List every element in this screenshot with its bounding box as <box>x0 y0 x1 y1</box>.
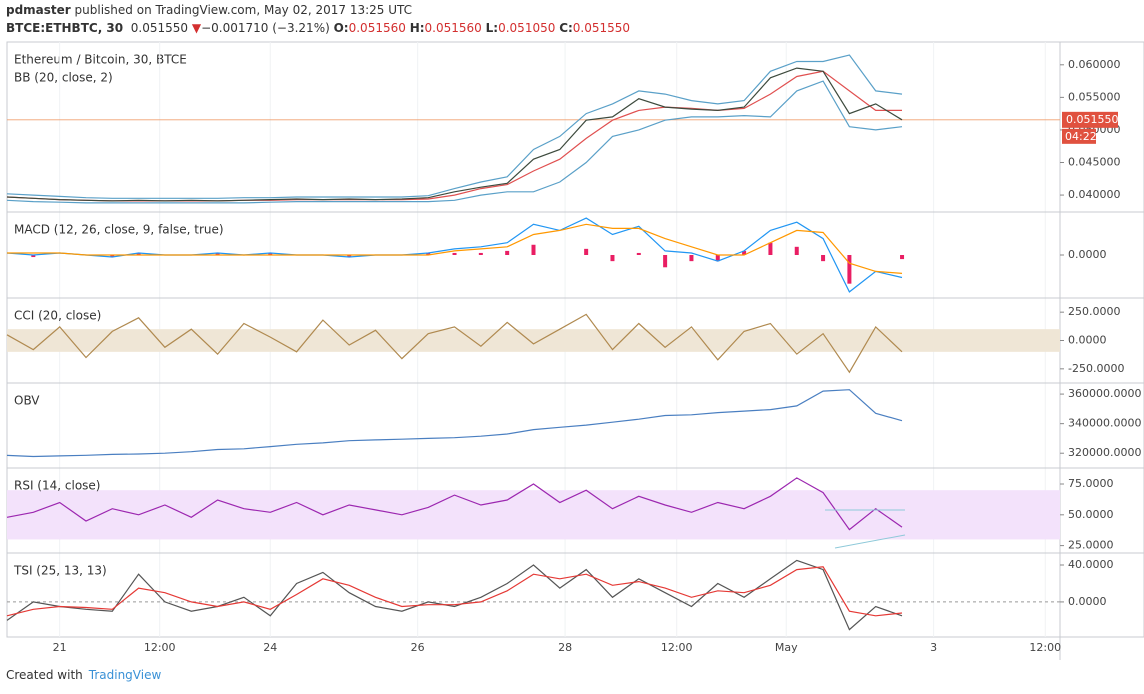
y-tick-label: 75.0000 <box>1068 477 1114 490</box>
histogram-bar <box>636 252 641 255</box>
y-tick-label: 250.0000 <box>1068 305 1121 318</box>
quote-line: BTCE:ETHBTC, 30 0.051550 ▼−0.001710 (−3.… <box>6 21 630 35</box>
series-line <box>6 80 903 204</box>
series-line <box>7 223 903 274</box>
y-tick-label: 25.0000 <box>1068 539 1114 552</box>
series-line <box>6 389 903 458</box>
x-tick-label: May <box>775 641 798 654</box>
histogram-bar <box>584 248 589 255</box>
x-tick-label: 12:00 <box>661 641 693 654</box>
histogram-bar <box>531 244 536 255</box>
histogram-bar <box>426 252 431 255</box>
series-line <box>6 217 903 293</box>
band <box>7 329 1060 352</box>
publish-line: pdmaster published on TradingView.com, M… <box>6 3 412 17</box>
series-line <box>6 477 903 531</box>
y-tick-label: 0.0000 <box>1068 334 1107 347</box>
histogram-bar <box>715 255 720 262</box>
histogram-bar <box>821 255 826 262</box>
histogram-bar <box>110 255 115 258</box>
pane-label: CCI (20, close) <box>14 309 101 323</box>
user[interactable]: pdmaster <box>6 3 71 17</box>
x-tick-label: 21 <box>53 641 67 654</box>
footer-text: Created with <box>6 668 83 682</box>
open-label: O: <box>333 21 349 35</box>
x-tick-label: 24 <box>263 641 277 654</box>
x-tick-label: 28 <box>558 641 572 654</box>
chart-title: Ethereum / Bitcoin, 30, BTCE <box>14 53 187 67</box>
pane-label: OBV <box>14 394 40 408</box>
histogram-bar <box>847 255 852 284</box>
high-label: H: <box>409 21 425 35</box>
countdown-tag <box>1062 128 1096 144</box>
histogram-bar <box>452 252 457 255</box>
band <box>7 490 1060 540</box>
histogram-bar <box>31 255 36 258</box>
histogram-bar <box>478 252 483 255</box>
y-tick-label: 0.0000 <box>1068 595 1107 608</box>
footer: Created with TradingView <box>6 668 161 682</box>
pane-label: RSI (14, close) <box>14 479 100 493</box>
layers: 21 12:00 24 26 28 12:00 May 3 12:00 0.040000 0.045… <box>6 42 1144 654</box>
series-line <box>6 566 903 617</box>
change: −0.001710 (−3.21%) <box>201 21 330 35</box>
open: 0.051560 <box>348 21 406 35</box>
histogram-bar <box>268 252 273 255</box>
x-tick-label: 26 <box>411 641 425 654</box>
y-tick-label: 0.0000 <box>1068 248 1107 261</box>
price-tag <box>1062 111 1118 128</box>
x-tick-label: 3 <box>930 641 937 654</box>
series-line <box>6 559 903 631</box>
histogram-bar <box>689 255 694 262</box>
y-tick-label: 40.0000 <box>1068 558 1114 571</box>
histogram-bar <box>663 255 668 268</box>
histogram-bar <box>768 242 773 255</box>
pane-label: MACD (12, 26, close, 9, false, true) <box>14 223 224 237</box>
published: published on TradingView.com, May 02, 20… <box>74 3 413 17</box>
symbol: BTCE:ETHBTC, 30 <box>6 21 124 35</box>
pane-label: TSI (25, 13, 13) <box>13 564 107 578</box>
y-tick-label: 340000.0000 <box>1068 417 1141 430</box>
y-tick-label: 50.0000 <box>1068 508 1114 521</box>
histogram-bar <box>505 250 510 255</box>
chart: Ethereum / Bitcoin, 30, BTCE 21 12:00 24 26… <box>6 41 1144 660</box>
histogram-bar <box>742 250 747 255</box>
pane-label: BB (20, close, 2) <box>14 71 113 85</box>
histogram-bar <box>347 255 352 258</box>
close: 0.051550 <box>572 21 631 35</box>
low: 0.051050 <box>498 21 556 35</box>
trend-line <box>834 534 906 549</box>
y-tick-label: 320000.0000 <box>1068 446 1141 459</box>
series-line <box>6 313 903 374</box>
series-line <box>6 67 903 202</box>
brand[interactable]: TradingView <box>88 668 162 682</box>
x-tick-label: 12:00 <box>144 641 176 654</box>
y-tick-label: 360000.0000 <box>1068 387 1141 400</box>
countdown: 04:22 <box>1065 130 1097 143</box>
last: 0.051550 <box>130 21 189 35</box>
low-label: L: <box>485 21 499 35</box>
y-tick-label: 0.040000 <box>1068 188 1121 201</box>
price-tag-label: 0.051550 <box>1066 113 1119 126</box>
close-label: C: <box>559 21 573 35</box>
histogram-bar <box>215 252 220 255</box>
y-tick-label: 0.055000 <box>1068 90 1121 103</box>
high: 0.051560 <box>424 21 482 35</box>
histogram-bar <box>900 255 905 260</box>
histogram-bar <box>136 252 141 255</box>
series-line <box>6 54 903 199</box>
y-tick-label: 0.045000 <box>1068 155 1121 168</box>
histogram-bar <box>610 255 615 262</box>
y-tick-label: -250.0000 <box>1068 362 1124 375</box>
y-tick-label: 0.060000 <box>1068 58 1121 71</box>
arrow: ▼ <box>191 21 202 35</box>
histogram-bar <box>794 246 799 255</box>
x-tick-label: 12:00 <box>1029 641 1061 654</box>
